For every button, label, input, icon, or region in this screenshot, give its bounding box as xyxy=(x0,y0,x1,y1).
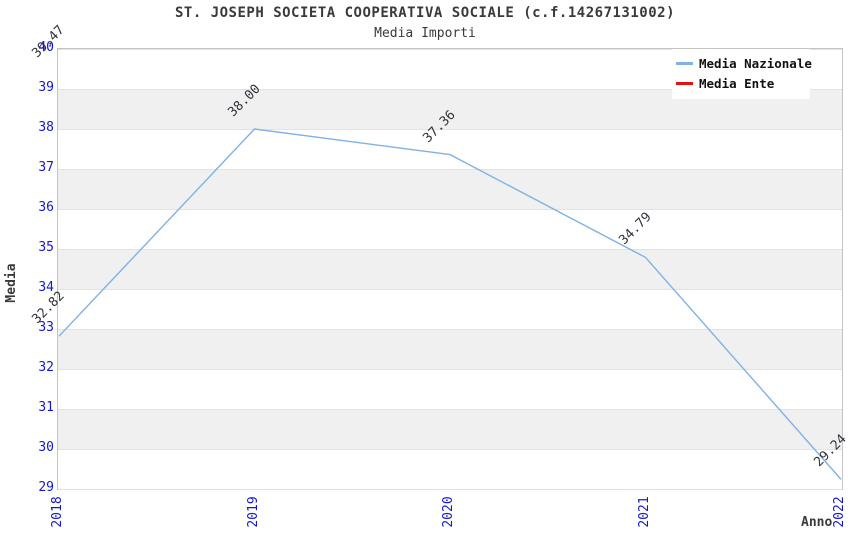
legend-swatch-icon xyxy=(676,61,693,65)
x-tick-label: 2018 xyxy=(50,496,65,528)
x-tick-label: 2020 xyxy=(441,496,456,528)
legend-swatch-icon xyxy=(676,81,693,85)
y-axis-title: Media xyxy=(4,263,19,303)
legend-item: Media Ente xyxy=(672,73,810,93)
y-tick-label: 29 xyxy=(38,480,54,495)
y-tick-label: 33 xyxy=(38,320,54,335)
gridline xyxy=(58,288,842,290)
y-tick-label: 37 xyxy=(38,160,54,175)
y-tick-label: 32 xyxy=(38,360,54,375)
legend-label: Media Nazionale xyxy=(699,55,812,71)
gridline xyxy=(58,248,842,250)
gridline xyxy=(58,408,842,410)
legend-item: Media Nazionale xyxy=(672,53,812,73)
y-tick-label: 38 xyxy=(38,120,54,135)
gridline xyxy=(58,488,842,490)
x-tick-label: 2021 xyxy=(636,496,652,528)
y-tick-label: 34 xyxy=(38,280,54,295)
y-tick-label: 36 xyxy=(38,200,54,215)
y-tick-label: 40 xyxy=(38,40,54,55)
y-tick-label: 30 xyxy=(38,440,54,455)
gridline xyxy=(58,448,842,450)
gridline xyxy=(58,208,842,210)
series-lines xyxy=(58,128,842,480)
grid-band xyxy=(58,169,842,209)
legend: Media Nazionale Media Ente xyxy=(672,49,812,99)
x-tick-label: 2022 xyxy=(832,496,847,528)
y-tick-label: 39 xyxy=(38,80,54,95)
chart-title: ST. JOSEPH SOCIETA COOPERATIVA SOCIALE (… xyxy=(174,5,675,21)
plot-area xyxy=(57,48,843,490)
gridline xyxy=(58,88,842,90)
chart-subtitle: Media Importi xyxy=(374,26,476,41)
line-media-nazionale xyxy=(58,128,842,480)
gridline xyxy=(58,328,842,330)
gridline xyxy=(58,168,842,170)
x-axis-title: Anno xyxy=(801,515,833,530)
legend-label: Media Ente xyxy=(699,75,775,91)
grid-band xyxy=(58,409,842,449)
gridline xyxy=(58,368,842,370)
y-tick-label: 31 xyxy=(38,400,54,415)
x-tick-label: 2019 xyxy=(245,496,261,528)
gridline xyxy=(58,128,842,130)
grid-band xyxy=(58,249,842,289)
grid-band xyxy=(58,329,842,369)
y-tick-label: 35 xyxy=(38,240,54,255)
gridline xyxy=(58,48,842,50)
